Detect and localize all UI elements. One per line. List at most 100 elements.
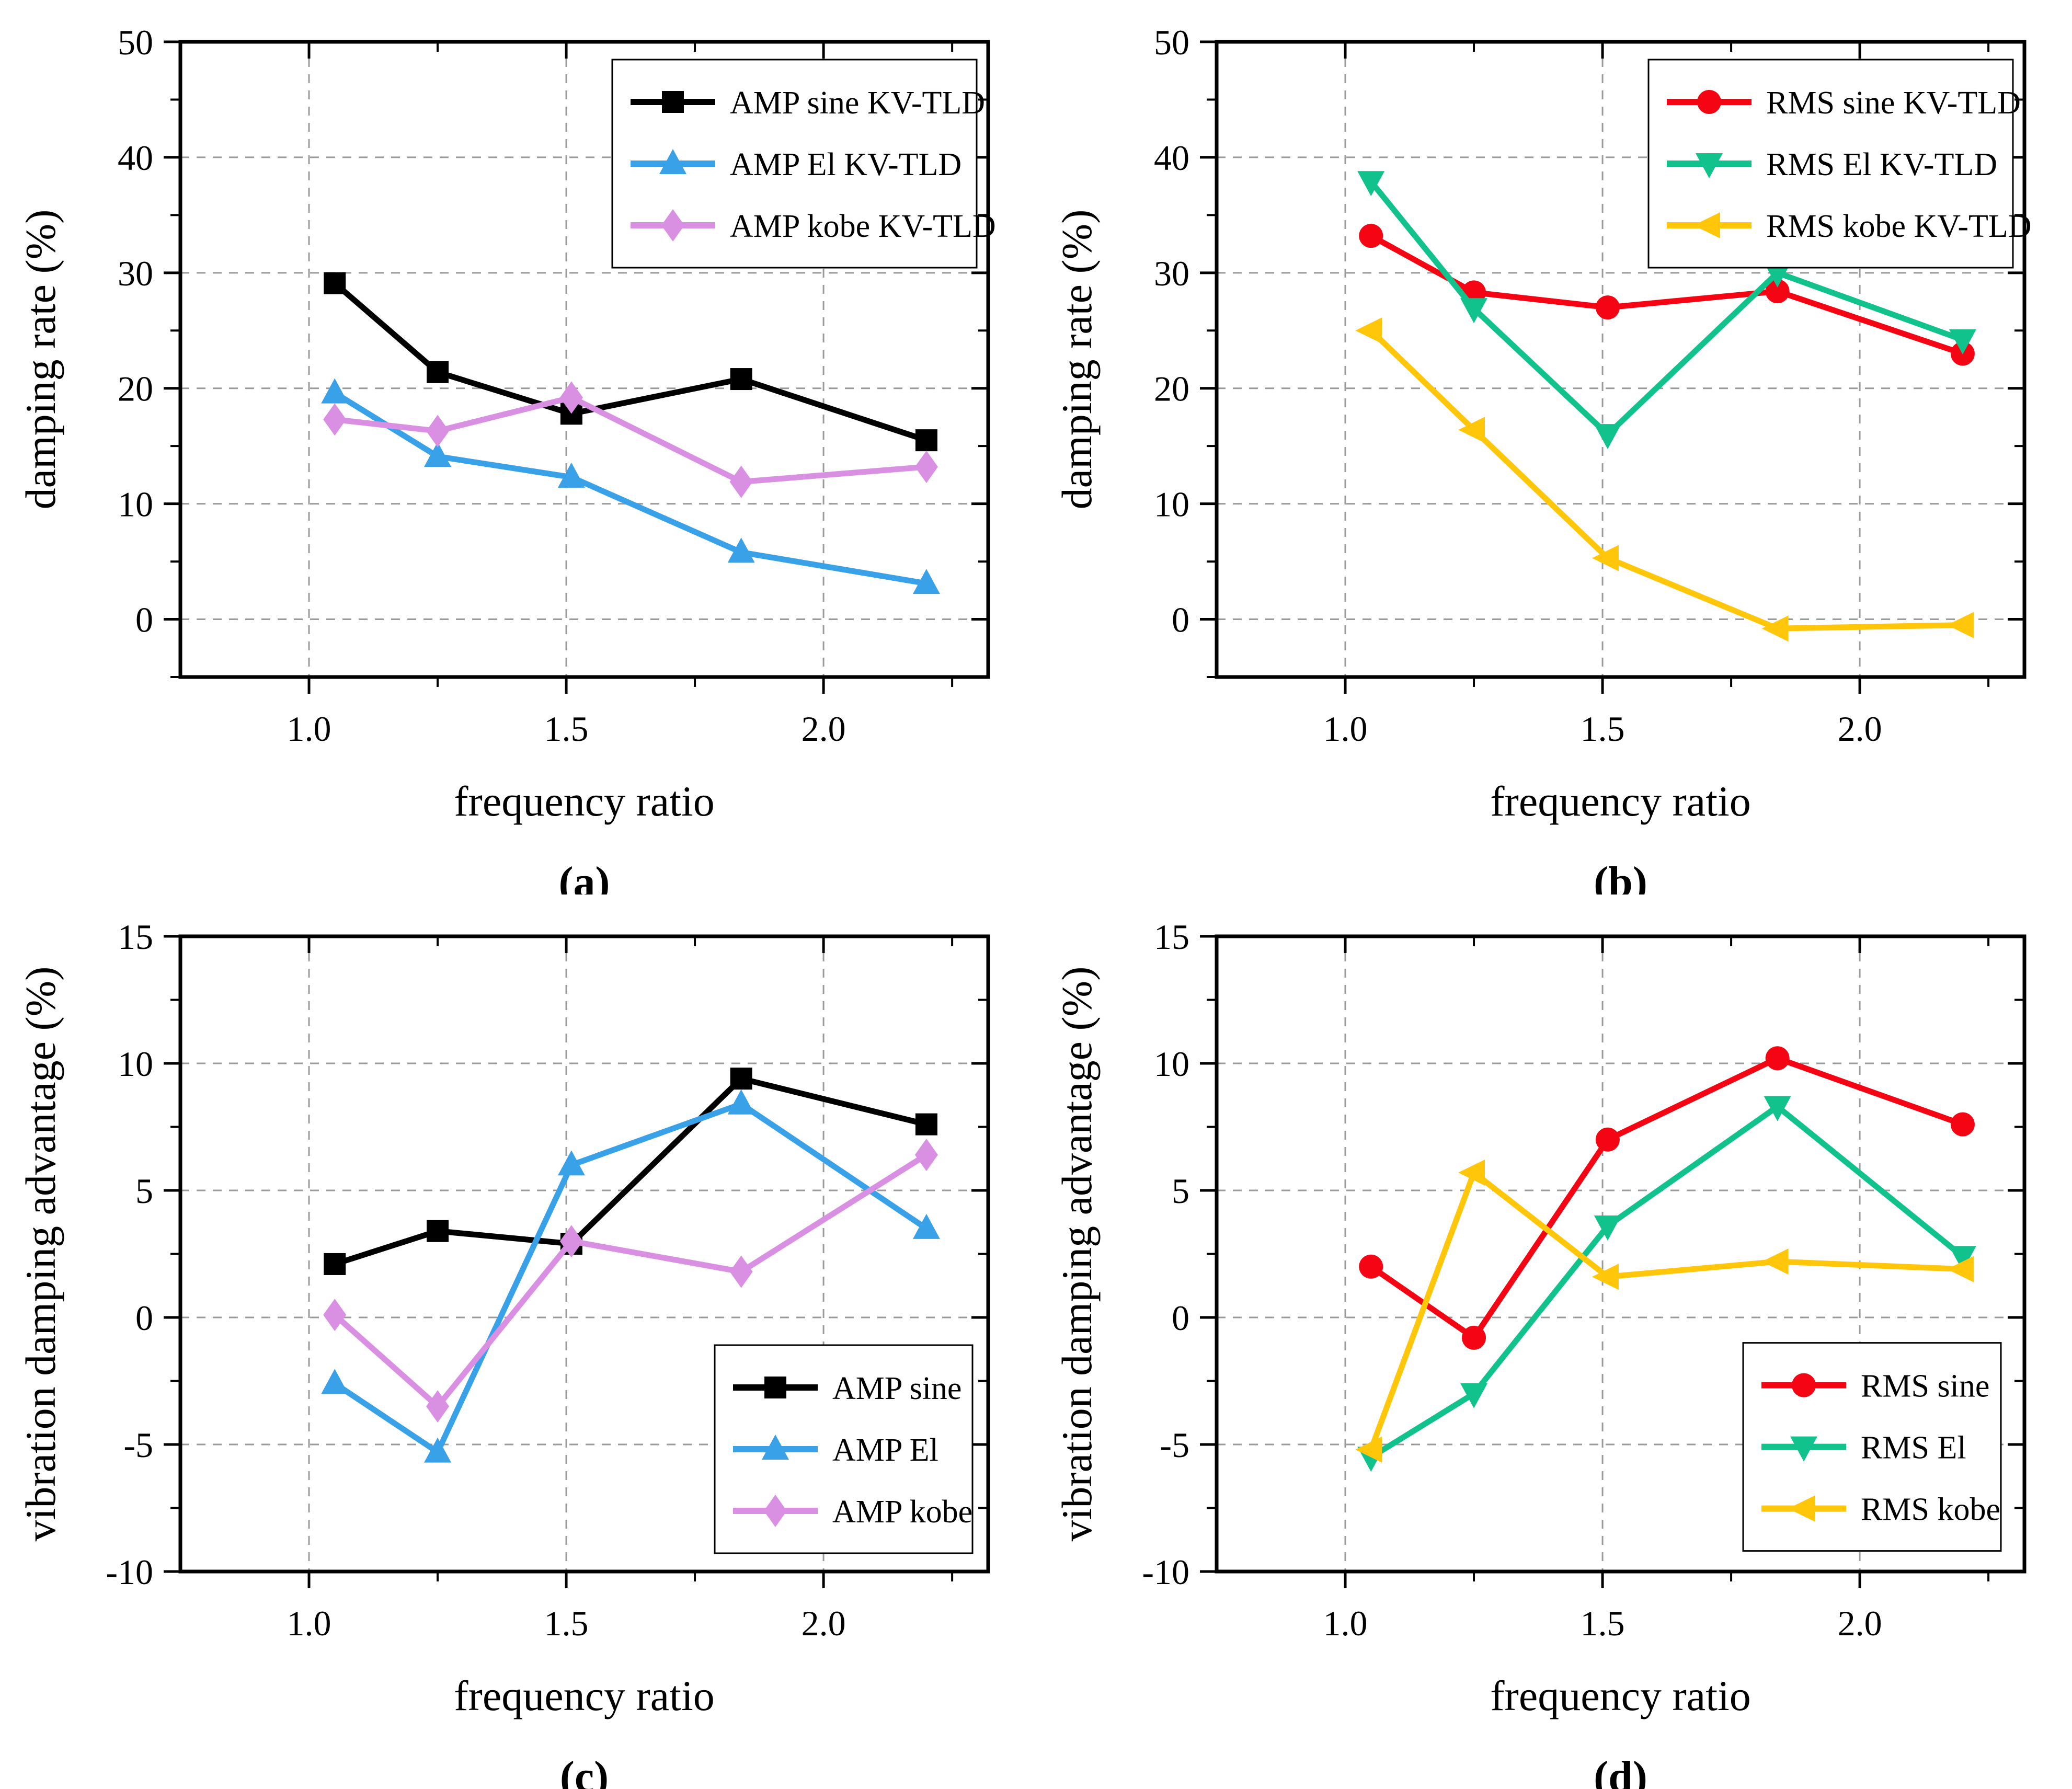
data-point-marker [1949,329,1976,354]
data-point-marker [1460,1383,1488,1408]
data-point-marker [1595,1127,1620,1152]
data-point-marker [915,1113,937,1136]
legend-label: AMP El [832,1432,938,1468]
data-point-marker [427,361,449,383]
x-tick-label: 1.0 [1323,709,1368,749]
data-point-marker [323,403,347,436]
legend: RMS sine RMS El RMS kobe [1742,1342,2002,1552]
data-point-marker [557,462,585,488]
y-tick-label: 10 [1154,1044,1189,1084]
legend-label: RMS El KV-TLD [1766,147,1997,182]
x-tick-label: 1.5 [1581,709,1625,749]
legend-label: RMS kobe [1861,1492,2000,1528]
y-tick-label: 10 [118,485,153,524]
x-axis-label: frequency ratio [454,777,715,825]
y-tick-label: 10 [1154,485,1189,524]
y-tick-label: 10 [118,1044,153,1084]
data-point-marker [427,1220,449,1242]
series-line-1 [331,390,930,587]
data-point-marker [1595,295,1620,320]
x-tick-label: 1.5 [1581,1603,1625,1643]
data-point-marker [426,415,450,448]
data-point-marker [1357,171,1385,197]
y-tick-label: 5 [135,1171,153,1211]
data-point-marker [1764,1096,1791,1121]
data-point-marker [426,1390,450,1423]
data-point-marker [1592,1264,1619,1290]
legend-sample-marker [1696,153,1723,178]
x-tick-label: 2.0 [802,1603,846,1643]
data-point-marker [1761,615,1789,642]
x-tick-label: 2.0 [1838,1603,1882,1643]
data-point-marker [730,368,752,391]
x-tick-label: 1.0 [287,709,331,749]
data-point-marker [1947,1256,1974,1282]
legend: AMP sine AMP El AMP kobe [714,1344,974,1554]
y-tick-label: 15 [118,917,153,957]
y-tick-label: -10 [106,1552,153,1592]
data-point-marker [1458,417,1485,443]
chart-svg: 1.0 1.5 2.0 -10 -5 0 5 10 15 frequency ratio vibra… [17,917,990,1789]
legend-label: RMS sine [1861,1369,1989,1404]
chart-svg: 1.0 1.5 2.0 -10 -5 0 5 10 15 frequency ratio vibra… [1053,917,2027,1789]
data-point-marker [1950,1112,1975,1137]
data-point-marker [727,537,755,563]
data-point-marker [1460,298,1488,324]
x-tick-label: 1.5 [544,1603,589,1643]
data-point-marker [729,465,753,498]
data-point-marker [559,1225,583,1258]
y-tick-label: 30 [118,254,153,293]
panel-a: 1.0 1.5 2.0 0 10 20 30 40 50 frequency ratio dampi… [0,0,1036,894]
data-point-marker [914,450,938,483]
x-tick-label: 2.0 [1838,709,1882,749]
data-point-marker [915,429,937,452]
x-axis-label: frequency ratio [1490,777,1751,825]
data-point-marker [1764,262,1791,288]
y-tick-label: 30 [1154,254,1189,293]
legend-label: AMP sine [832,1371,961,1406]
data-point-marker [1359,224,1383,248]
data-point-marker [324,272,346,294]
data-point-marker [1949,1246,1976,1271]
data-point-marker [914,1138,938,1171]
data-point-marker [1765,1046,1790,1071]
panel-letter: (d) [1594,1752,1647,1789]
data-point-marker [557,1150,585,1176]
y-axis-label: damping rate (%) [17,210,64,510]
x-tick-label: 2.0 [802,709,846,749]
legend-label: RMS El [1861,1430,1966,1466]
data-point-marker [321,1369,349,1394]
data-point-marker [559,381,583,414]
y-tick-label: 0 [135,600,153,640]
data-point-marker [323,1299,347,1332]
legend-sample-marker [764,1377,786,1398]
data-point-marker [1355,317,1382,344]
panel-b: 1.0 1.5 2.0 0 10 20 30 40 50 frequency ratio dampi… [1036,0,2072,894]
data-point-marker [729,1255,753,1288]
y-tick-label: -5 [123,1425,153,1465]
x-tick-label: 1.0 [1323,1603,1368,1643]
data-point-marker [912,1213,940,1239]
data-point-marker [1359,1254,1383,1279]
panel-c: 1.0 1.5 2.0 -10 -5 0 5 10 15 frequency ratio vibra… [0,894,1036,1789]
chart-svg: 1.0 1.5 2.0 0 10 20 30 40 50 frequency ratio dampi… [17,22,996,894]
data-point-marker [1594,424,1621,450]
legend-sample-marker [1693,212,1720,238]
legend-label: AMP kobe KV-TLD [730,209,996,244]
y-tick-label: 15 [1154,917,1189,957]
legend-sample-marker [1697,90,1721,114]
y-tick-label: 0 [1172,600,1189,640]
data-point-marker [321,378,349,404]
data-point-marker [730,1068,752,1090]
legend-label: RMS kobe KV-TLD [1766,209,2032,244]
y-tick-label: -10 [1142,1552,1189,1592]
data-point-marker [1462,1325,1486,1350]
legend-sample-marker [659,149,686,174]
legend-label: AMP kobe [832,1494,972,1530]
legend-sample-marker [764,1495,787,1527]
y-tick-label: 20 [1154,369,1189,409]
plot-frame [178,40,990,679]
y-tick-label: -5 [1160,1425,1189,1465]
chart-svg: 1.0 1.5 2.0 0 10 20 30 40 50 frequency ratio dampi… [1053,22,2032,894]
